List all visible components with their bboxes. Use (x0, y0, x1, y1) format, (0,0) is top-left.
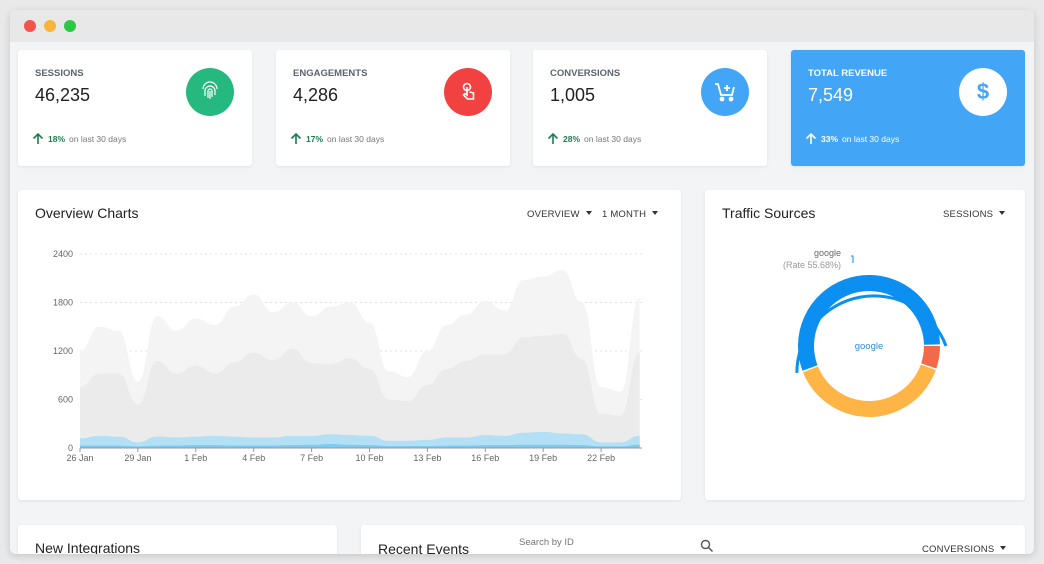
stat-change: 18% (48, 133, 66, 144)
y-tick-label: 0 (68, 443, 73, 453)
x-tick-label: 13 Feb (413, 453, 441, 463)
x-tick-label: 19 Feb (529, 453, 557, 463)
x-tick-label: 22 Feb (587, 453, 615, 463)
stat-value: 7,549 (808, 85, 854, 105)
x-tick-label: 26 Jan (66, 453, 93, 463)
donut-slice-2[interactable] (798, 275, 940, 417)
close-button[interactable] (24, 20, 36, 32)
arrow-up-icon (290, 132, 302, 144)
stat-period: on last 30 days (842, 133, 900, 144)
search-input[interactable] (519, 537, 719, 548)
overview-title: Overview Charts (35, 205, 139, 221)
stat-card-conversions: CONVERSIONS 1,005 28% on last 30 days (533, 50, 767, 166)
stat-card-total-revenue: TOTAL REVENUE 7,549 $ 33% on last 30 day… (791, 50, 1025, 166)
events-title: Recent Events (378, 541, 470, 554)
arrow-up-icon (32, 132, 44, 144)
donut-center-label: google (855, 341, 884, 352)
x-tick-label: 4 Feb (242, 453, 265, 463)
minimize-button[interactable] (44, 20, 56, 32)
area-series-4 (80, 443, 640, 448)
touch-icon (444, 68, 492, 116)
x-tick-label: 7 Feb (300, 453, 323, 463)
stat-period: on last 30 days (327, 133, 385, 144)
traffic-sources-card: Traffic Sources SESSIONS google (Rate 55.… (705, 190, 1025, 500)
stat-period: on last 30 days (69, 133, 127, 144)
overview-dropdown[interactable]: OVERVIEW (527, 209, 592, 220)
traffic-donut-chart: google (Rate 55.68%) google (783, 248, 950, 427)
y-tick-label: 2400 (53, 249, 73, 259)
tooltip-rate: (Rate 55.68%) (783, 260, 841, 270)
app-window: SESSIONS 46,235 18% on last 30 days ENGAG… (10, 10, 1034, 554)
conversions-dropdown[interactable]: CONVERSIONS (922, 544, 1006, 554)
x-tick-label: 29 Jan (124, 453, 151, 463)
x-tick-label: 16 Feb (471, 453, 499, 463)
sessions-dropdown[interactable]: SESSIONS (943, 209, 1005, 220)
tooltip-leader (851, 255, 854, 263)
stat-value: 46,235 (35, 85, 91, 105)
stat-label: CONVERSIONS (550, 68, 621, 79)
area-series-3 (80, 431, 640, 448)
area-series-2 (80, 334, 640, 448)
overview-card: Overview Charts OVERVIEW 1 MONTH 0 600 120… (18, 190, 681, 500)
overview-area-chart: 0 600 1200 1800 2400 26 Jan 29 Jan 1 Feb 4 Feb 7 … (53, 249, 642, 463)
stat-period: on last 30 days (584, 133, 642, 144)
stat-label: TOTAL REVENUE (808, 68, 888, 79)
donut-slice-1[interactable] (788, 265, 950, 427)
stat-card-sessions: SESSIONS 46,235 18% on last 30 days (18, 50, 252, 166)
stat-change: 28% (563, 133, 581, 144)
maximize-button[interactable] (64, 20, 76, 32)
y-tick-label: 1200 (53, 346, 73, 356)
integrations-title: New Integrations (35, 540, 141, 554)
traffic-title: Traffic Sources (722, 205, 816, 221)
stat-label: SESSIONS (35, 68, 84, 79)
new-integrations-card: New Integrations (18, 525, 337, 554)
title-bar (10, 10, 1034, 42)
y-tick-label: 600 (58, 395, 73, 405)
stat-value: 1,005 (550, 85, 596, 105)
recent-events-card: Recent Events CONVERSIONS (361, 525, 1025, 554)
donut-highlight-arc (795, 294, 948, 373)
search-icon[interactable] (700, 539, 714, 553)
stat-change: 17% (306, 133, 324, 144)
stat-change: 33% (821, 133, 839, 144)
stat-card-engagements: ENGAGEMENTS 4,286 17% on last 30 days (276, 50, 510, 166)
arrow-up-icon (547, 132, 559, 144)
arrow-up-icon (805, 132, 817, 144)
period-dropdown[interactable]: 1 MONTH (602, 209, 658, 220)
stat-label: ENGAGEMENTS (293, 68, 368, 79)
stat-value: 4,286 (293, 85, 339, 105)
x-tick-label: 1 Feb (184, 453, 207, 463)
dollar-icon: $ (959, 68, 1007, 116)
x-tick-label: 10 Feb (355, 453, 383, 463)
cart-add-icon (701, 68, 749, 116)
fingerprint-icon (186, 68, 234, 116)
y-tick-label: 1800 (53, 298, 73, 308)
tooltip-name: google (814, 248, 841, 258)
